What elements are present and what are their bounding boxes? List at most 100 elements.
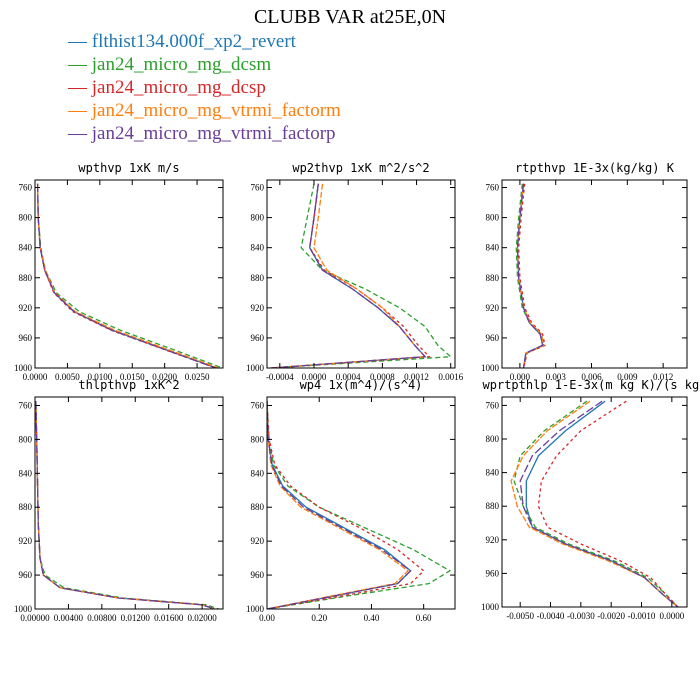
series-line bbox=[537, 400, 679, 607]
legend-dash: — bbox=[68, 123, 87, 144]
x-tick-label: 0.009 bbox=[617, 372, 638, 382]
y-tick-label: 1000 bbox=[481, 602, 500, 612]
y-tick-label: 840 bbox=[486, 243, 500, 253]
x-tick-label: 0.0004 bbox=[336, 372, 361, 382]
series-line bbox=[271, 183, 427, 368]
legend-item: — jan24_micro_mg_vtrmi_factorm bbox=[68, 99, 341, 122]
series-line bbox=[35, 401, 215, 609]
series-line bbox=[35, 401, 215, 609]
series-line bbox=[516, 183, 544, 368]
series-line bbox=[267, 401, 412, 609]
series-line bbox=[510, 400, 679, 607]
x-tick-label: 0.012 bbox=[653, 372, 673, 382]
series-line bbox=[271, 183, 453, 368]
x-tick-label: 0.0012 bbox=[404, 372, 429, 382]
legend-item: — jan24_micro_mg_dcsm bbox=[68, 53, 341, 76]
y-tick-label: 840 bbox=[251, 468, 265, 478]
series-line bbox=[516, 183, 544, 368]
legend: — flthist134.000f_xp2_revert — jan24_mic… bbox=[68, 30, 341, 145]
panel-title: wpthvp 1xK m/s bbox=[78, 161, 179, 175]
y-tick-label: 800 bbox=[486, 434, 500, 444]
y-tick-label: 760 bbox=[19, 183, 33, 193]
x-tick-label: 0.00 bbox=[259, 613, 275, 623]
x-tick-label: 0.0050 bbox=[55, 372, 80, 382]
x-tick-label: 0.003 bbox=[546, 372, 567, 382]
series-line bbox=[36, 183, 219, 368]
series-line bbox=[35, 401, 215, 609]
legend-item: — jan24_micro_mg_vtrmi_factorp bbox=[68, 122, 341, 145]
series-line bbox=[35, 401, 215, 609]
y-tick-label: 880 bbox=[486, 273, 500, 283]
panel-4: thlpthvp 1xK^276080084088092096010000.00… bbox=[14, 378, 224, 623]
legend-item: — flthist134.000f_xp2_revert bbox=[68, 30, 341, 53]
y-tick-label: 960 bbox=[486, 333, 500, 343]
x-tick-label: 0.006 bbox=[581, 372, 602, 382]
legend-dash: — bbox=[68, 54, 87, 75]
panel-3: rtpthvp 1E-3x(kg/kg) K 760 800 840 880 920 960… bbox=[481, 161, 688, 382]
x-tick-label: -0.0040 bbox=[537, 611, 565, 621]
x-tick-label: -0.0004 bbox=[266, 372, 294, 382]
series-line bbox=[35, 401, 220, 609]
x-tick-label: 0.0016 bbox=[438, 372, 463, 382]
y-tick-label: 920 bbox=[251, 536, 265, 546]
x-tick-label: 0.0250 bbox=[185, 372, 210, 382]
x-tick-label: 0.20 bbox=[311, 613, 327, 623]
y-tick-label: 920 bbox=[486, 303, 500, 313]
y-tick-label: 1000 bbox=[481, 363, 500, 373]
x-tick-label: -0.0020 bbox=[597, 611, 625, 621]
series-line bbox=[267, 401, 410, 609]
panel-title: rtpthvp 1E-3x(kg/kg) K bbox=[515, 161, 675, 175]
series-line bbox=[36, 183, 223, 368]
panel-5: wp4 1x(m^4)/(s^4)76080084088092096010000… bbox=[246, 378, 456, 623]
x-tick-label: 0.000 bbox=[510, 372, 531, 382]
plot-frame bbox=[266, 396, 456, 610]
y-tick-label: 840 bbox=[19, 243, 33, 253]
plot-frame bbox=[266, 179, 456, 369]
y-tick-label: 760 bbox=[251, 183, 265, 193]
y-tick-label: 760 bbox=[251, 400, 265, 410]
x-tick-label: 0.01600 bbox=[154, 613, 184, 623]
x-tick-label: 0.0000 bbox=[302, 372, 327, 382]
plot-frame bbox=[34, 179, 224, 369]
x-tick-label: 0.00000 bbox=[20, 613, 50, 623]
y-tick-label: 840 bbox=[486, 468, 500, 478]
x-tick-label: 0.0000 bbox=[23, 372, 48, 382]
legend-dash: — bbox=[68, 77, 87, 98]
plot-frame bbox=[34, 396, 224, 610]
series-line bbox=[519, 400, 679, 607]
x-tick-label: -0.0050 bbox=[506, 611, 534, 621]
panel-title: wp4 1x(m^4)/(s^4) bbox=[300, 378, 423, 392]
panel-title: wp2thvp 1xK m^2/s^2 bbox=[292, 161, 429, 175]
series-line bbox=[271, 183, 427, 368]
x-tick-label: 0.0008 bbox=[370, 372, 395, 382]
panel-1: wpthvp 1xK m/s76080084088092096010000.00… bbox=[14, 161, 224, 382]
y-tick-label: 800 bbox=[486, 213, 500, 223]
x-tick-label: 0.0200 bbox=[152, 372, 177, 382]
series-line bbox=[513, 400, 679, 607]
y-tick-label: 960 bbox=[251, 570, 265, 580]
y-tick-label: 920 bbox=[251, 303, 265, 313]
y-tick-label: 880 bbox=[19, 273, 33, 283]
series-line bbox=[516, 183, 545, 368]
series-line bbox=[267, 401, 425, 609]
series-line bbox=[267, 401, 452, 609]
y-tick-label: 800 bbox=[19, 213, 33, 223]
y-tick-label: 800 bbox=[19, 434, 33, 444]
legend-label: jan24_micro_mg_dcsp bbox=[91, 77, 266, 98]
legend-item: — jan24_micro_mg_dcsp bbox=[68, 76, 341, 99]
panel-6: wprtpthlp 1-E-3x(m kg K)/(s kg) 760 800 840… bbox=[481, 378, 700, 621]
x-tick-label: 0.0150 bbox=[120, 372, 145, 382]
x-tick-label: 0.00400 bbox=[54, 613, 84, 623]
x-tick-label: -0.0010 bbox=[628, 611, 656, 621]
legend-label: flthist134.000f_xp2_revert bbox=[91, 31, 296, 52]
panel-title: thlpthvp 1xK^2 bbox=[78, 378, 179, 392]
y-tick-label: 880 bbox=[19, 502, 33, 512]
x-tick-label: 0.0000 bbox=[659, 611, 684, 621]
series-line bbox=[525, 400, 679, 607]
y-tick-label: 760 bbox=[19, 400, 33, 410]
y-tick-label: 920 bbox=[486, 535, 500, 545]
panel-title: wprtpthlp 1-E-3x(m kg K)/(s kg) bbox=[483, 378, 700, 392]
y-tick-label: 920 bbox=[19, 536, 33, 546]
series-line bbox=[36, 183, 217, 368]
x-tick-label: 0.00800 bbox=[87, 613, 117, 623]
